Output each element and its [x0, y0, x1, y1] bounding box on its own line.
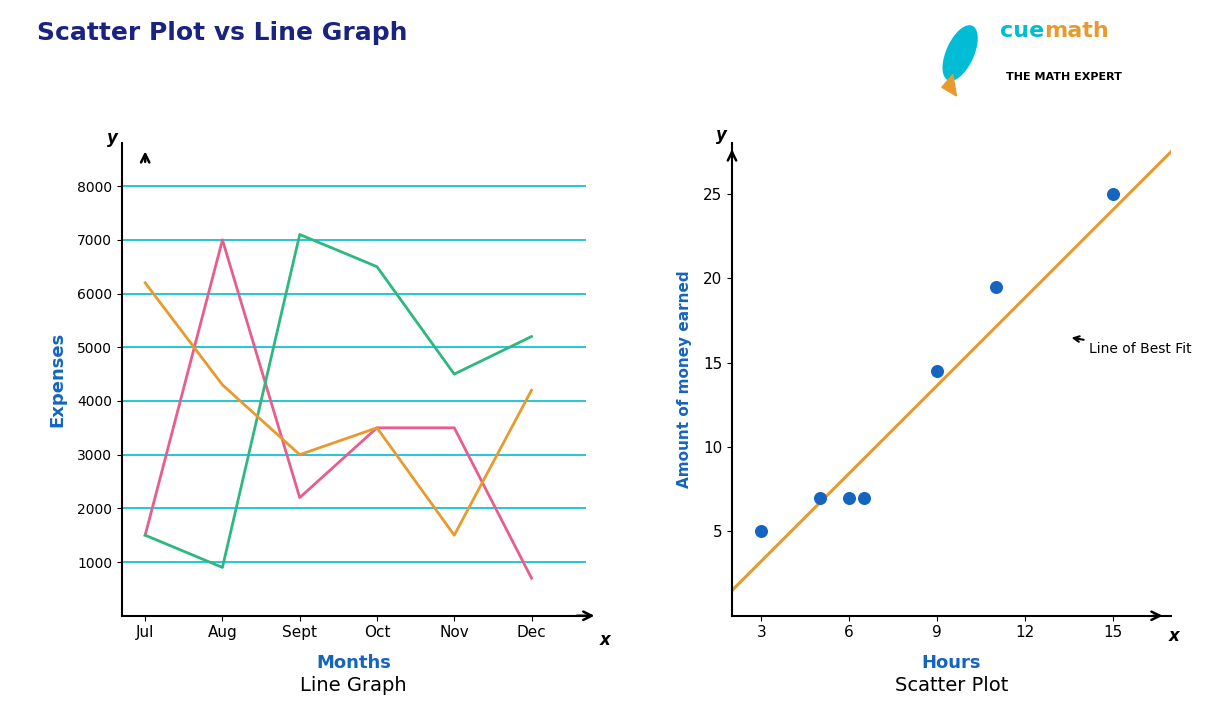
Text: math: math	[1044, 21, 1109, 42]
Point	[839, 492, 859, 503]
Polygon shape	[942, 74, 956, 96]
Text: y: y	[107, 129, 118, 147]
Text: x: x	[599, 632, 610, 649]
Point	[1103, 188, 1122, 200]
Text: Line of Best Fit: Line of Best Fit	[1074, 337, 1192, 356]
Text: y: y	[716, 126, 727, 144]
Point	[854, 492, 874, 503]
Y-axis label: Amount of money earned: Amount of money earned	[677, 271, 692, 488]
Text: Scatter Plot: Scatter Plot	[895, 675, 1008, 695]
Y-axis label: Expenses: Expenses	[48, 332, 66, 427]
Point	[986, 281, 1005, 292]
Text: cue: cue	[1000, 21, 1044, 42]
Point	[752, 526, 771, 537]
Point	[927, 365, 947, 377]
Point	[810, 492, 830, 503]
Text: Line Graph: Line Graph	[300, 675, 407, 695]
Ellipse shape	[943, 26, 977, 80]
X-axis label: Hours: Hours	[922, 654, 981, 672]
X-axis label: Months: Months	[316, 654, 392, 672]
Text: x: x	[1169, 627, 1180, 645]
Text: Scatter Plot vs Line Graph: Scatter Plot vs Line Graph	[37, 21, 407, 46]
Text: THE MATH EXPERT: THE MATH EXPERT	[1006, 72, 1122, 82]
